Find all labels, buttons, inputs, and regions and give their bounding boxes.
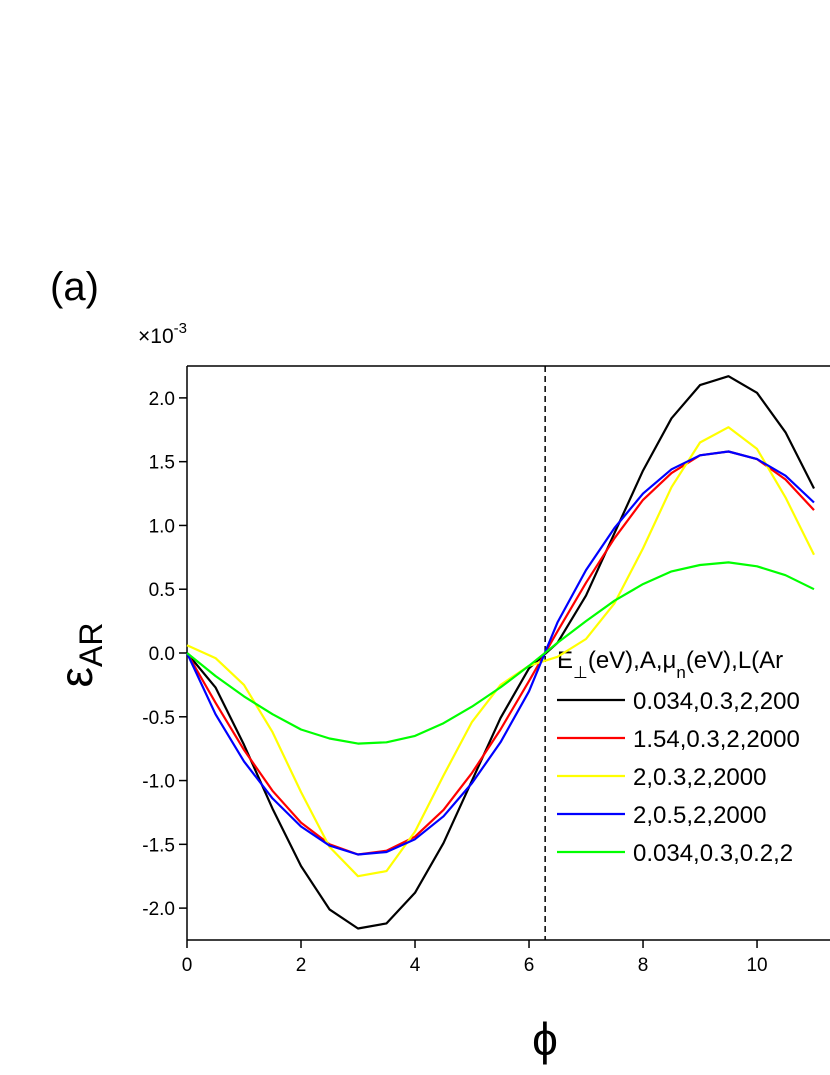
y-tick-label: -1.0	[142, 772, 175, 793]
y-tick-label: 1.5	[149, 453, 175, 474]
y-tick-label: 0.5	[149, 580, 175, 601]
series-line	[186, 561, 815, 745]
x-tick-label: 6	[524, 955, 535, 976]
x-tick-label: 0	[182, 955, 193, 976]
x-tick-label: 8	[638, 955, 649, 976]
x-tick-label: 10	[746, 955, 767, 976]
legend-label: 1.54,0.3,2,2000	[633, 726, 800, 753]
y-label-subscript: AR	[73, 623, 109, 667]
legend-title-subscript: n	[676, 663, 685, 682]
legend-title: E⊥(eV),A,μn(eV),L(Ar	[557, 647, 783, 682]
y-tick-label: 1.0	[149, 516, 175, 537]
x-tick-label: 4	[410, 955, 421, 976]
y-tick-label: 0.0	[149, 644, 175, 665]
legend-label: 2,0.5,2,2000	[633, 802, 766, 829]
x-tick-label: 2	[296, 955, 307, 976]
legend-label: 2,0.3,2,2000	[633, 764, 766, 791]
series-line	[186, 426, 815, 878]
legend-label: 0.034,0.3,2,200	[633, 688, 800, 715]
series-line	[186, 375, 815, 930]
legend-title-part: (eV),A,μ	[588, 647, 677, 674]
legend-label: 0.034,0.3,0.2,2	[633, 840, 793, 867]
x-axis-label: ϕ	[532, 1013, 558, 1065]
y-tick-label: -1.5	[142, 835, 175, 856]
legend-title-subscript: ⊥	[573, 663, 588, 682]
multiplier-base: ×10	[138, 325, 174, 348]
panel-label: (a)	[50, 265, 99, 309]
y-axis-label: εAR	[50, 623, 109, 688]
y-tick-label: -0.5	[142, 708, 175, 729]
legend-title-part: (eV),L(Ar	[686, 647, 783, 674]
y-tick-label: -2.0	[142, 899, 175, 920]
series-line	[186, 450, 815, 856]
y-multiplier: ×10-3	[138, 320, 187, 348]
multiplier-exponent: -3	[174, 320, 187, 337]
y-label-symbol: ε	[50, 667, 102, 688]
y-tick-label: 2.0	[149, 389, 175, 410]
